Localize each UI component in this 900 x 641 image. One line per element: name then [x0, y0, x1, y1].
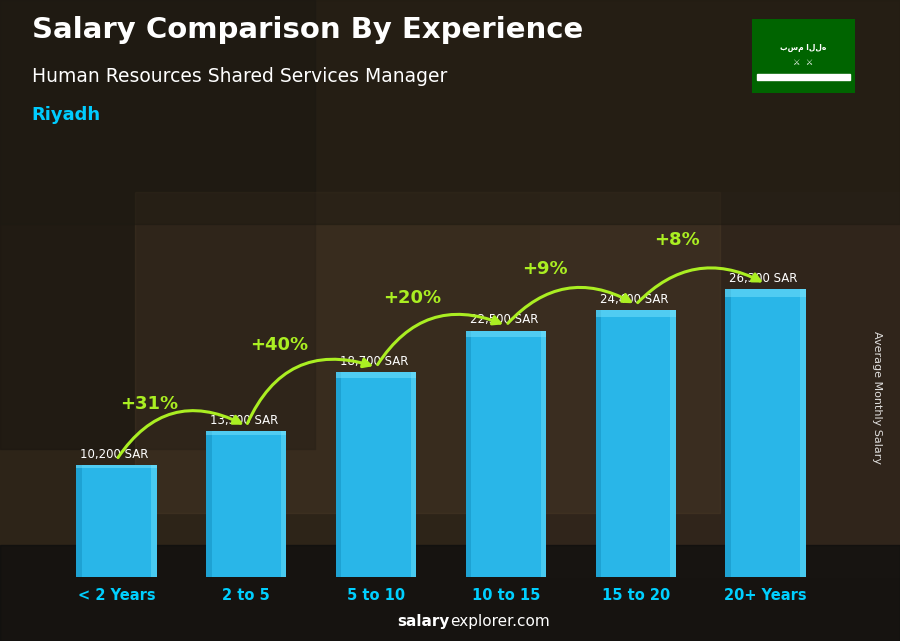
Bar — [0, 0, 315, 449]
Bar — [336, 372, 417, 577]
Bar — [465, 331, 472, 577]
Text: +31%: +31% — [120, 395, 178, 413]
Text: salary: salary — [398, 615, 450, 629]
Bar — [800, 289, 806, 577]
Bar — [281, 431, 286, 577]
Bar — [465, 331, 546, 577]
Text: +8%: +8% — [654, 231, 700, 249]
Bar — [725, 289, 731, 577]
Bar — [540, 192, 900, 577]
Text: 13,300 SAR: 13,300 SAR — [210, 414, 278, 427]
FancyArrowPatch shape — [378, 314, 500, 365]
Text: Average Monthly Salary: Average Monthly Salary — [872, 331, 883, 464]
Text: 10,200 SAR: 10,200 SAR — [80, 448, 148, 461]
Bar — [757, 74, 850, 79]
Bar — [206, 431, 286, 577]
Text: ⚔  ⚔: ⚔ ⚔ — [793, 58, 814, 67]
Bar — [465, 331, 546, 337]
Text: 22,500 SAR: 22,500 SAR — [470, 313, 538, 326]
Bar — [76, 465, 157, 577]
Bar — [151, 465, 157, 577]
Bar — [410, 372, 417, 577]
Bar — [596, 310, 676, 577]
Bar — [725, 289, 806, 297]
Text: 24,400 SAR: 24,400 SAR — [599, 293, 668, 306]
FancyArrowPatch shape — [248, 359, 370, 424]
FancyArrowPatch shape — [118, 411, 240, 458]
Bar — [76, 465, 157, 468]
Bar — [76, 465, 82, 577]
Bar — [336, 372, 341, 577]
Bar — [336, 372, 417, 378]
Bar — [541, 331, 546, 577]
Text: 18,700 SAR: 18,700 SAR — [340, 355, 409, 368]
Text: Human Resources Shared Services Manager: Human Resources Shared Services Manager — [32, 67, 447, 87]
Bar — [206, 431, 211, 577]
Bar — [0, 0, 900, 224]
Bar — [596, 310, 676, 317]
Bar — [596, 310, 601, 577]
Text: +9%: +9% — [522, 260, 568, 278]
Bar — [670, 310, 676, 577]
FancyArrowPatch shape — [638, 268, 760, 303]
Text: +40%: +40% — [249, 336, 308, 354]
Text: explorer.com: explorer.com — [450, 615, 550, 629]
Bar — [0, 545, 900, 641]
FancyArrowPatch shape — [508, 287, 630, 323]
Text: +20%: +20% — [383, 289, 442, 307]
Bar — [135, 192, 720, 513]
Bar — [206, 431, 286, 435]
Text: 26,300 SAR: 26,300 SAR — [729, 272, 797, 285]
Text: بسم الله: بسم الله — [780, 43, 826, 52]
Bar — [725, 289, 806, 577]
Text: Riyadh: Riyadh — [32, 106, 101, 124]
Text: Salary Comparison By Experience: Salary Comparison By Experience — [32, 16, 583, 44]
